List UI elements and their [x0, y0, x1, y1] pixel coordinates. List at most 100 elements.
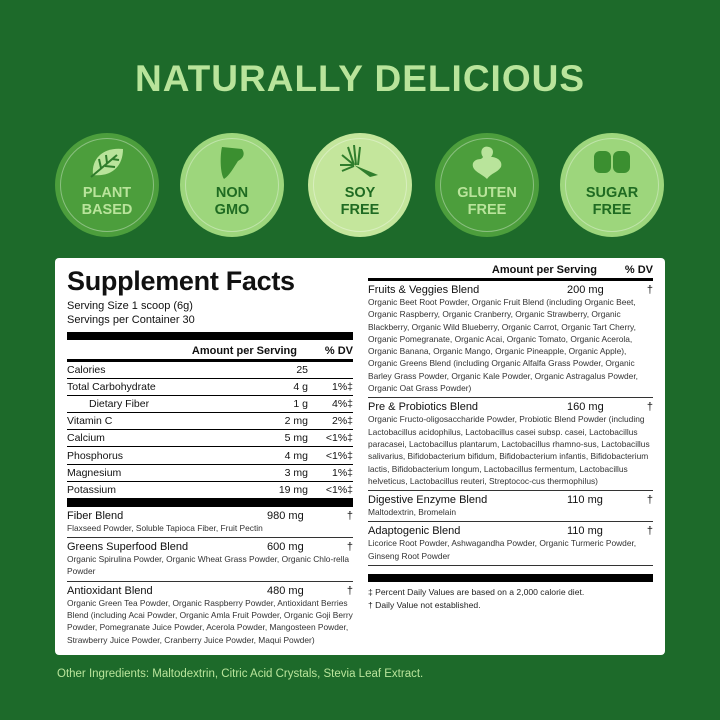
nutrient-row: Potassium 19 mg <1%‡	[67, 482, 353, 499]
blend-amount: 600 mg	[267, 541, 304, 554]
facts-left-column: Supplement Facts Serving Size 1 scoop (6…	[67, 258, 353, 649]
blend-amount: 980 mg	[267, 509, 304, 522]
blend-name: Adaptogenic Blend	[368, 525, 461, 538]
amount-header: Amount per Serving	[191, 345, 297, 357]
nutrient-name: Total Carbohydrate	[67, 381, 156, 394]
blend-amount: 200 mg	[567, 284, 604, 296]
badge-label: FREE	[592, 202, 632, 218]
nutrient-dv: <1%‡	[325, 432, 353, 445]
nutrient-amount: 3 mg	[284, 466, 308, 479]
nutrient-dv: 1%‡	[331, 381, 353, 394]
facts-right-column: Amount per Serving % DV Fruits & Veggies …	[368, 258, 653, 611]
divider-bar	[368, 574, 653, 583]
blend-amount: 110 mg	[567, 494, 603, 507]
blend-ingredients: Maltodextrin, Bromelain	[368, 507, 456, 518]
dv-header: % DV	[624, 264, 653, 276]
nutrient-amount: 25	[296, 364, 308, 377]
blend-dv: †	[646, 525, 653, 538]
nutrient-name: Calcium	[67, 432, 105, 445]
badge-label: FREE	[340, 202, 380, 218]
nutrient-amount: 4 mg	[284, 449, 308, 462]
nutrient-dv: 4%‡	[331, 398, 353, 411]
blend-name: Fruits & Veggies Blend	[368, 284, 480, 296]
nutrient-name: Potassium	[67, 483, 117, 496]
nutrient-row: Calories 25	[67, 362, 353, 380]
footnote-daily-values: ‡ Percent Daily Values are based on a 2,…	[368, 587, 585, 598]
nutrient-amount: 2 mg	[284, 415, 308, 428]
blend-name: Digestive Enzyme Blend	[368, 494, 488, 507]
badge-label: PLANT	[82, 185, 132, 201]
badge-sugar-free: SUGAR FREE	[560, 133, 664, 237]
blend-dv: †	[346, 509, 353, 522]
soy-icon	[340, 145, 380, 181]
serving-size: Serving Size 1 scoop (6g)	[67, 300, 193, 312]
leaf-icon	[87, 145, 127, 181]
blend-ingredients: Organic Green Tea Powder, Organic Raspbe…	[67, 597, 353, 645]
nutrient-row: Calcium 5 mg <1%‡	[67, 430, 353, 448]
badge-label: SOY	[344, 185, 376, 201]
nutrient-dv: 2%‡	[331, 415, 353, 428]
wheat-icon	[467, 145, 507, 181]
nutrient-row: Phosphorus 4 mg <1%‡	[67, 447, 353, 465]
nutrient-name: Dietary Fiber	[89, 398, 150, 411]
supplement-facts-panel: Supplement Facts Serving Size 1 scoop (6…	[55, 258, 665, 655]
blend-row: Greens Superfood Blend 600 mg † Organic Spi…	[67, 538, 353, 582]
amount-header: Amount per Serving	[491, 264, 597, 276]
blend-dv: †	[346, 584, 353, 597]
divider-bar	[67, 498, 353, 507]
badge-label: GLUTEN	[457, 185, 517, 201]
badge-label: GMO	[214, 202, 250, 218]
blend-row: Fiber Blend 980 mg † Flaxseed Powder, Solub…	[67, 507, 353, 539]
blend-name: Greens Superfood Blend	[67, 541, 189, 554]
column-header: Amount per Serving % DV	[368, 258, 653, 281]
badge-soy-free: SOY FREE	[308, 133, 412, 237]
blend-dv: †	[646, 401, 653, 414]
facts-heading: Supplement Facts	[67, 266, 295, 296]
blend-name: Fiber Blend	[67, 509, 124, 522]
nutrient-row: Dietary Fiber 1 g 4%‡	[67, 396, 353, 414]
nutrient-name: Vitamin C	[67, 415, 113, 428]
nutrient-amount: 19 mg	[278, 483, 308, 496]
nutrient-row: Magnesium 3 mg 1%‡	[67, 465, 353, 482]
nutrient-name: Phosphorus	[67, 449, 124, 462]
blend-name: Antioxidant Blend	[67, 584, 153, 597]
nutrient-dv: <1%‡	[325, 449, 353, 462]
blend-ingredients: Flaxseed Powder, Soluble Tapioca Fiber, …	[67, 522, 263, 533]
other-ingredients: Other Ingredients: Maltodextrin, Citric …	[57, 668, 424, 680]
blend-ingredients: Organic Spirulina Powder, Organic Wheat …	[67, 554, 350, 577]
gmo-leaf-icon	[212, 145, 252, 181]
nutrient-name: Calories	[67, 364, 106, 377]
blend-dv: †	[646, 284, 653, 296]
blend-amount: 160 mg	[567, 401, 604, 414]
blend-row: Pre & Probiotics Blend 160 mg † Organic Fru…	[368, 398, 653, 492]
nutrient-row: Total Carbohydrate 4 g 1%‡	[67, 379, 353, 397]
nutrient-dv: <1%‡	[325, 483, 353, 496]
blend-row: Digestive Enzyme Blend 110 mg † Maltodextri…	[368, 491, 653, 523]
blend-row: Antioxidant Blend 480 mg † Organic Green Te…	[67, 582, 353, 649]
footnote-not-established: † Daily Value not established.	[368, 599, 481, 610]
badge-plant-based: PLANT BASED	[55, 133, 159, 237]
servings-per-container: Servings per Container 30	[67, 314, 195, 326]
divider-bar	[67, 332, 353, 340]
badge-label: SUGAR	[585, 185, 639, 201]
blend-dv: †	[346, 541, 353, 554]
column-header: Amount per Serving % DV	[67, 340, 353, 362]
blend-dv: †	[646, 494, 653, 507]
blend-ingredients: Licorice Root Powder, Ashwagandha Powder…	[368, 538, 637, 561]
badge-non-gmo: NON GMO	[180, 133, 284, 237]
blend-row: Adaptogenic Blend 110 mg † Licorice Root Po…	[368, 522, 653, 567]
blend-ingredients: Organic Fructo-oligosaccharide Powder, P…	[368, 414, 650, 486]
nutrient-amount: 1 g	[293, 398, 308, 411]
badge-label: NON	[215, 185, 249, 201]
nutrient-dv: 1%‡	[331, 466, 353, 479]
blend-row: Fruits & Veggies Blend 200 mg † Organic Bee…	[368, 281, 653, 399]
blend-amount: 110 mg	[567, 525, 603, 538]
nutrient-amount: 4 g	[293, 381, 308, 394]
blend-name: Pre & Probiotics Blend	[368, 401, 479, 414]
badge-label: FREE	[467, 202, 507, 218]
dv-header: % DV	[324, 345, 353, 357]
blend-amount: 480 mg	[267, 584, 304, 597]
badge-gluten-free: GLUTEN FREE	[435, 133, 539, 237]
sugar-cube-icon	[592, 145, 632, 181]
headline: NATURALLY DELICIOUS	[134, 58, 585, 99]
